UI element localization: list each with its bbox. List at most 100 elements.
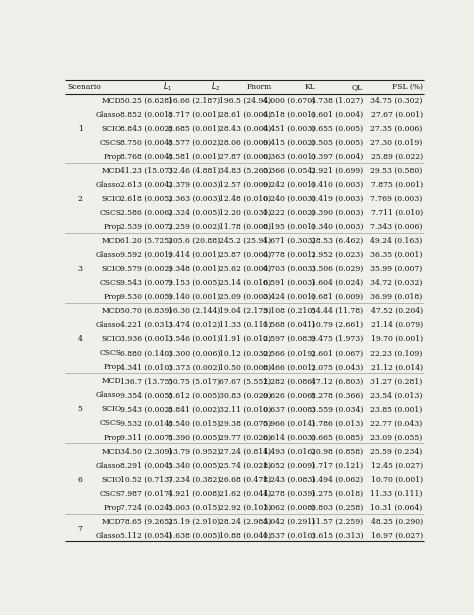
Text: Fnorm: Fnorm	[246, 83, 272, 91]
Text: 9.475 (1.973): 9.475 (1.973)	[311, 335, 363, 343]
Text: 21.62 (0.044): 21.62 (0.044)	[219, 490, 272, 498]
Text: KL: KL	[304, 83, 315, 91]
Text: SCIO: SCIO	[101, 195, 121, 203]
Text: 16.66 (2.187): 16.66 (2.187)	[168, 97, 220, 105]
Text: 5.340 (0.005): 5.340 (0.005)	[168, 462, 220, 470]
Text: 23.09 (0.055): 23.09 (0.055)	[371, 434, 423, 442]
Text: 0.363 (0.001): 0.363 (0.001)	[263, 153, 315, 161]
Text: 20.98 (0.858): 20.98 (0.858)	[311, 448, 363, 456]
Text: Scenario: Scenario	[67, 83, 101, 91]
Text: 5: 5	[78, 405, 82, 413]
Text: SCIO: SCIO	[101, 335, 121, 343]
Text: 47.12 (6.803): 47.12 (6.803)	[311, 378, 363, 386]
Text: 9.532 (0.014): 9.532 (0.014)	[120, 419, 173, 427]
Text: 0.419 (0.003): 0.419 (0.003)	[311, 195, 363, 203]
Text: 0.195 (0.001): 0.195 (0.001)	[263, 223, 315, 231]
Text: 7.234 (0.382): 7.234 (0.382)	[168, 475, 220, 483]
Text: FSL (%): FSL (%)	[392, 83, 423, 91]
Text: 22.92 (0.103): 22.92 (0.103)	[219, 504, 272, 512]
Text: 32.46 (4.881): 32.46 (4.881)	[168, 167, 220, 175]
Text: 3.506 (0.029): 3.506 (0.029)	[311, 265, 363, 273]
Text: 11.91 (0.012): 11.91 (0.012)	[219, 335, 272, 343]
Text: 4.738 (1.027): 4.738 (1.027)	[311, 97, 363, 105]
Text: 4.000 (0.670): 4.000 (0.670)	[263, 97, 315, 105]
Text: Prop: Prop	[103, 504, 121, 512]
Text: $L_2$: $L_2$	[211, 81, 220, 93]
Text: 2.586 (0.006): 2.586 (0.006)	[120, 209, 173, 217]
Text: 10.79 (2.661): 10.79 (2.661)	[311, 321, 363, 329]
Text: CSCS: CSCS	[99, 490, 121, 498]
Text: 2.921 (0.699): 2.921 (0.699)	[311, 167, 363, 175]
Text: 11.57 (2.259): 11.57 (2.259)	[311, 518, 363, 526]
Text: 2.952 (0.023): 2.952 (0.023)	[311, 251, 363, 259]
Text: 48.25 (0.290): 48.25 (0.290)	[371, 518, 423, 526]
Text: Glasso: Glasso	[96, 462, 121, 470]
Text: 29.77 (0.026): 29.77 (0.026)	[219, 434, 272, 442]
Text: Prop: Prop	[103, 153, 121, 161]
Text: 3.474 (0.012): 3.474 (0.012)	[168, 321, 220, 329]
Text: 23.54 (0.013): 23.54 (0.013)	[370, 391, 423, 399]
Text: 0.626 (0.006): 0.626 (0.006)	[263, 391, 315, 399]
Text: 0.637 (0.008): 0.637 (0.008)	[263, 405, 315, 413]
Text: 0.505 (0.005): 0.505 (0.005)	[311, 139, 363, 147]
Text: 1.604 (0.024): 1.604 (0.024)	[311, 279, 363, 287]
Text: 27.67 (0.001): 27.67 (0.001)	[371, 111, 423, 119]
Text: 34.72 (0.032): 34.72 (0.032)	[370, 279, 423, 287]
Text: 0.397 (0.004): 0.397 (0.004)	[311, 153, 363, 161]
Text: 9.543 (0.007): 9.543 (0.007)	[120, 279, 173, 287]
Text: 78.65 (9.265): 78.65 (9.265)	[120, 518, 173, 526]
Text: 32.11 (0.010): 32.11 (0.010)	[219, 405, 272, 413]
Text: 0.655 (0.005): 0.655 (0.005)	[311, 125, 363, 133]
Text: 12.57 (0.009): 12.57 (0.009)	[219, 181, 272, 189]
Text: 8.768 (0.004): 8.768 (0.004)	[120, 153, 173, 161]
Text: Glasso: Glasso	[96, 532, 121, 540]
Text: 34.50 (2.309): 34.50 (2.309)	[120, 448, 173, 456]
Text: 2.075 (0.043): 2.075 (0.043)	[311, 363, 363, 371]
Text: 0.240 (0.003): 0.240 (0.003)	[263, 195, 315, 203]
Text: 2.363 (0.003): 2.363 (0.003)	[168, 195, 220, 203]
Text: 34.83 (5.265): 34.83 (5.265)	[219, 167, 272, 175]
Text: 5.112 (0.054): 5.112 (0.054)	[120, 532, 173, 540]
Text: Prop: Prop	[103, 434, 121, 442]
Text: 50.25 (6.628): 50.25 (6.628)	[120, 97, 173, 105]
Text: 0.597 (0.083): 0.597 (0.083)	[263, 335, 315, 343]
Text: 1.786 (0.013): 1.786 (0.013)	[311, 419, 363, 427]
Text: 11.33 (0.111): 11.33 (0.111)	[370, 490, 423, 498]
Text: 25.14 (0.016): 25.14 (0.016)	[219, 279, 272, 287]
Text: 205.6 (20.88): 205.6 (20.88)	[168, 237, 220, 245]
Text: 2.539 (0.007): 2.539 (0.007)	[120, 223, 173, 231]
Text: 49.24 (0.163): 49.24 (0.163)	[371, 237, 423, 245]
Text: 6.880 (0.140): 6.880 (0.140)	[120, 349, 173, 357]
Text: 11.78 (0.008): 11.78 (0.008)	[219, 223, 272, 231]
Text: 0.803 (0.258): 0.803 (0.258)	[311, 504, 363, 512]
Text: 3.559 (0.034): 3.559 (0.034)	[310, 405, 363, 413]
Text: 10.70 (0.001): 10.70 (0.001)	[371, 475, 423, 483]
Text: MCD: MCD	[101, 97, 121, 105]
Text: 13.79 (0.952): 13.79 (0.952)	[168, 448, 220, 456]
Text: 41.23 (15.07): 41.23 (15.07)	[120, 167, 173, 175]
Text: 4.671 (0.303): 4.671 (0.303)	[263, 237, 315, 245]
Text: Prop: Prop	[103, 293, 121, 301]
Text: 1.282 (0.086): 1.282 (0.086)	[263, 378, 315, 386]
Text: 0.566 (0.019): 0.566 (0.019)	[263, 349, 315, 357]
Text: 8.540 (0.015): 8.540 (0.015)	[168, 419, 220, 427]
Text: 26.68 (0.478): 26.68 (0.478)	[219, 475, 272, 483]
Text: 10.52 (0.713): 10.52 (0.713)	[120, 475, 173, 483]
Text: 7.769 (0.003): 7.769 (0.003)	[371, 195, 423, 203]
Text: CSCS: CSCS	[99, 419, 121, 427]
Text: 7.875 (0.001): 7.875 (0.001)	[371, 181, 423, 189]
Text: 28.61 (0.004): 28.61 (0.004)	[219, 111, 272, 119]
Text: MCD: MCD	[101, 167, 121, 175]
Text: 9.530 (0.005): 9.530 (0.005)	[120, 293, 173, 301]
Text: Prop: Prop	[103, 363, 121, 371]
Text: 6: 6	[78, 475, 82, 483]
Text: 16.97 (0.027): 16.97 (0.027)	[371, 532, 423, 540]
Text: MCD: MCD	[101, 518, 121, 526]
Text: 16.30 (2.144): 16.30 (2.144)	[168, 308, 220, 315]
Text: 7.343 (0.006): 7.343 (0.006)	[370, 223, 423, 231]
Text: 28.24 (2.983): 28.24 (2.983)	[219, 518, 272, 526]
Text: 9.153 (0.005): 9.153 (0.005)	[168, 279, 220, 287]
Text: 245.2 (25.91): 245.2 (25.91)	[219, 237, 272, 245]
Text: 10.88 (0.041): 10.88 (0.041)	[219, 532, 272, 540]
Text: 0.703 (0.003): 0.703 (0.003)	[263, 265, 315, 273]
